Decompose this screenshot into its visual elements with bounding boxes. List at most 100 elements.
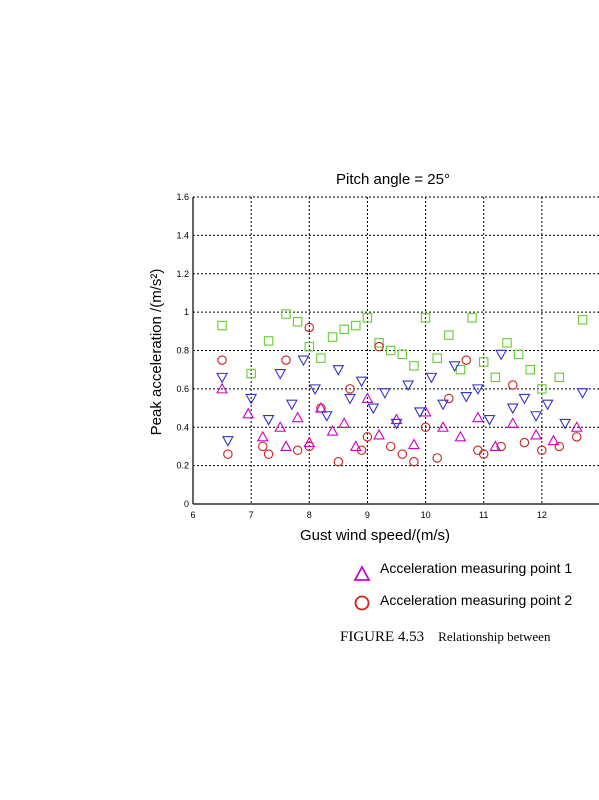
point-triangle-up — [291, 411, 304, 423]
x-tick-label: 7 — [249, 510, 254, 520]
point-triangle-down — [378, 388, 391, 399]
point-circle — [362, 432, 373, 442]
point-triangle-down — [402, 380, 415, 392]
point-triangle-down — [320, 411, 333, 422]
point-triangle-up — [408, 438, 420, 450]
legend: Acceleration measuring point 1 Accelerat… — [353, 560, 572, 611]
point-triangle-down — [309, 384, 322, 396]
point-circle — [292, 445, 303, 456]
point-triangle-down — [471, 384, 484, 396]
point-square — [577, 315, 588, 325]
point-triangle-up — [349, 440, 362, 451]
point-triangle-down — [245, 393, 258, 405]
point-circle — [432, 453, 442, 463]
point-triangle-up — [274, 421, 287, 432]
point-square — [537, 384, 547, 394]
point-square — [217, 320, 227, 331]
point-triangle-up — [326, 424, 339, 436]
point-triangle-down — [530, 411, 542, 422]
point-triangle-down — [559, 418, 572, 430]
y-tick-label: 0.2 — [176, 461, 189, 471]
point-square — [409, 361, 419, 371]
point-triangle-down — [495, 349, 508, 361]
x-tick-label: 8 — [307, 510, 312, 520]
point-square — [263, 336, 274, 346]
point-triangle-down — [344, 393, 356, 405]
point-square — [502, 338, 512, 348]
point-triangle-down — [285, 399, 298, 411]
y-tick-label: 0.6 — [176, 384, 189, 394]
y-tick-label: 0.8 — [176, 346, 189, 356]
point-square — [490, 372, 501, 383]
point-triangle-up — [256, 430, 269, 442]
point-triangle-down — [460, 391, 473, 403]
point-circle — [537, 445, 547, 456]
point-circle — [385, 441, 396, 452]
point-triangle-down — [448, 361, 461, 372]
point-square — [478, 357, 489, 367]
point-triangle-up — [280, 440, 292, 451]
point-triangle-down — [332, 365, 345, 376]
point-triangle-up — [530, 428, 542, 440]
point-triangle-up — [489, 440, 502, 451]
point-circle — [478, 449, 489, 459]
point-circle — [508, 380, 518, 390]
point-square — [281, 309, 291, 319]
point-circle — [281, 355, 291, 365]
point-triangle-down — [506, 403, 519, 415]
point-triangle-up — [373, 428, 385, 440]
point-triangle-down — [390, 418, 403, 430]
point-triangle-up — [216, 382, 229, 394]
point-triangle-up — [242, 407, 255, 419]
y-tick-label: 1.4 — [176, 230, 189, 240]
x-tick-label: 9 — [365, 510, 370, 520]
point-triangle-down — [576, 388, 589, 399]
x-tick-label: 12 — [537, 510, 547, 520]
point-circle — [345, 384, 355, 394]
point-triangle-up — [303, 436, 316, 448]
point-circle — [519, 437, 530, 448]
chart-title: Pitch angle = 25° — [336, 171, 450, 188]
x-tick-label: 6 — [190, 510, 195, 520]
point-square — [339, 324, 349, 335]
figure-caption: FIGURE 4.53 Relationship between — [340, 628, 550, 646]
point-square — [513, 349, 524, 360]
point-circle — [263, 449, 274, 459]
y-tick-label: 1 — [184, 307, 189, 317]
point-circle — [461, 355, 472, 365]
legend-marker-triangle — [353, 565, 371, 581]
point-circle — [420, 422, 431, 432]
point-square — [455, 364, 466, 375]
point-circle — [554, 441, 565, 452]
point-square — [246, 368, 256, 379]
point-circle — [258, 441, 268, 452]
grid — [192, 196, 599, 505]
point-triangle-down — [413, 407, 426, 419]
tick-labels: 0 0.2 0.4 0.6 0.8 1 1.2 1.4 1.6 6 7 8 9 10 11 12 — [176, 192, 546, 520]
point-square — [444, 330, 454, 340]
point-triangle-down — [216, 372, 229, 384]
point-triangle-down — [297, 355, 310, 367]
point-triangle-up — [437, 421, 449, 432]
point-circle — [473, 445, 483, 456]
point-square — [467, 313, 477, 323]
point-triangle-down — [367, 403, 380, 415]
point-square — [397, 349, 408, 360]
point-square — [385, 345, 396, 356]
x-axis-label: Gust wind speed/(m/s) — [300, 527, 450, 544]
point-triangle-down — [355, 376, 368, 388]
legend-label-point-2: Acceleration measuring point 2 — [380, 592, 572, 608]
point-triangle-down — [425, 372, 438, 384]
point-triangle-up — [454, 430, 467, 442]
y-tick-label: 1.2 — [176, 269, 189, 279]
point-circle — [444, 393, 454, 404]
point-triangle-up — [547, 434, 560, 446]
point-square — [292, 316, 303, 327]
legend-label-point-1: Acceleration measuring point 1 — [380, 560, 572, 576]
figure-caption-text: Relationship between — [438, 629, 551, 644]
point-square — [327, 332, 338, 342]
point-triangle-up — [570, 421, 583, 432]
point-circle — [397, 449, 408, 459]
point-circle — [374, 341, 384, 352]
